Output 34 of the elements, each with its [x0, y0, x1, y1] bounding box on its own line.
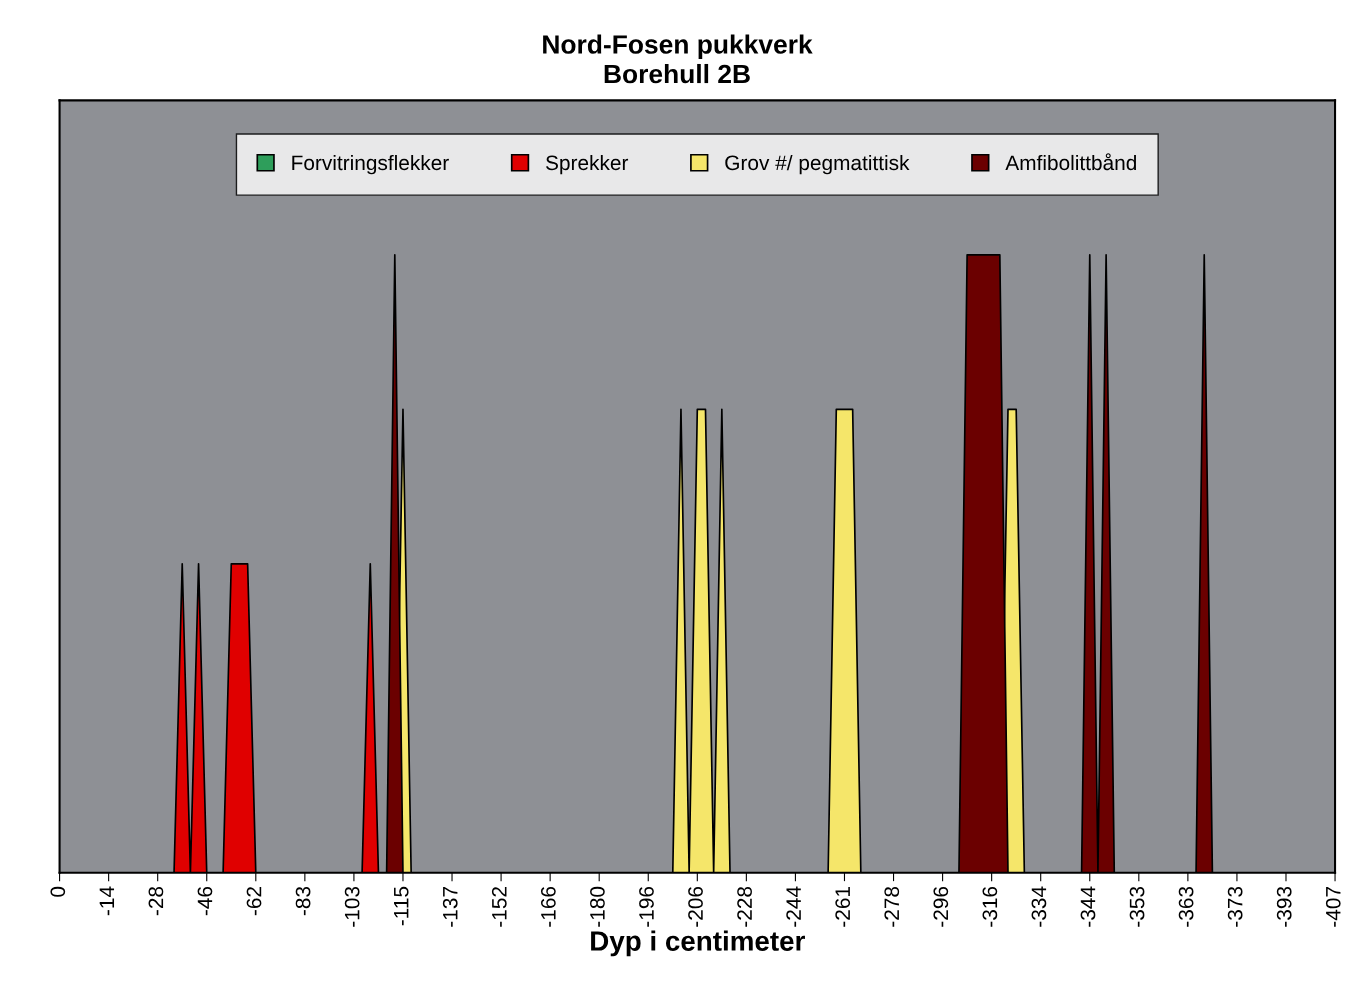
x-tick-label: -137 — [442, 887, 458, 927]
x-tick-label: -296 — [933, 886, 949, 927]
chart-title: Nord-Fosen pukkverk — [543, 34, 813, 60]
x-tick-label: -62 — [246, 887, 262, 916]
legend-label: Forvitringsflekker — [292, 154, 449, 175]
x-tick-label: -244 — [786, 886, 801, 927]
x-tick-label: -206 — [688, 886, 703, 927]
x-tick-label: -228 — [737, 886, 752, 927]
x-tick-label: -363 — [1178, 886, 1194, 927]
x-tick-label: -103 — [344, 886, 360, 927]
x-tick-label: -344 — [1080, 886, 1096, 927]
x-tick-label: -46 — [197, 886, 213, 916]
x-tick-label: -353 — [1129, 886, 1145, 927]
legend-label: Amfibolittbånd — [1005, 153, 1136, 171]
legend-label: Grov #/ pegmatittisk — [725, 154, 910, 175]
x-tick-label: -14 — [99, 886, 115, 916]
x-tick-label: -115 — [394, 886, 409, 926]
x-tick-label: -166 — [540, 886, 556, 927]
x-tick-label: -407 — [1325, 887, 1341, 927]
chart-subtitle: Borehull 2B — [604, 63, 750, 84]
x-tick-label: -180 — [590, 886, 605, 927]
x-axis-title: Dyp i centimeter — [591, 930, 805, 957]
x-tick-label: -83 — [295, 886, 311, 916]
x-tick-label: 0 — [50, 886, 66, 897]
x-tick-label: -334 — [1031, 886, 1047, 927]
x-tick-label: -28 — [148, 886, 164, 916]
x-tick-label: -316 — [982, 886, 998, 927]
x-tick-label: -393 — [1276, 886, 1292, 927]
x-tick-label: -261 — [835, 887, 851, 927]
x-tick-label: -373 — [1227, 886, 1243, 927]
legend-label: Sprekker — [546, 154, 629, 175]
x-tick-label: -152 — [491, 887, 507, 927]
x-tick-label: -196 — [639, 886, 654, 927]
x-tick-label: -278 — [884, 886, 900, 927]
